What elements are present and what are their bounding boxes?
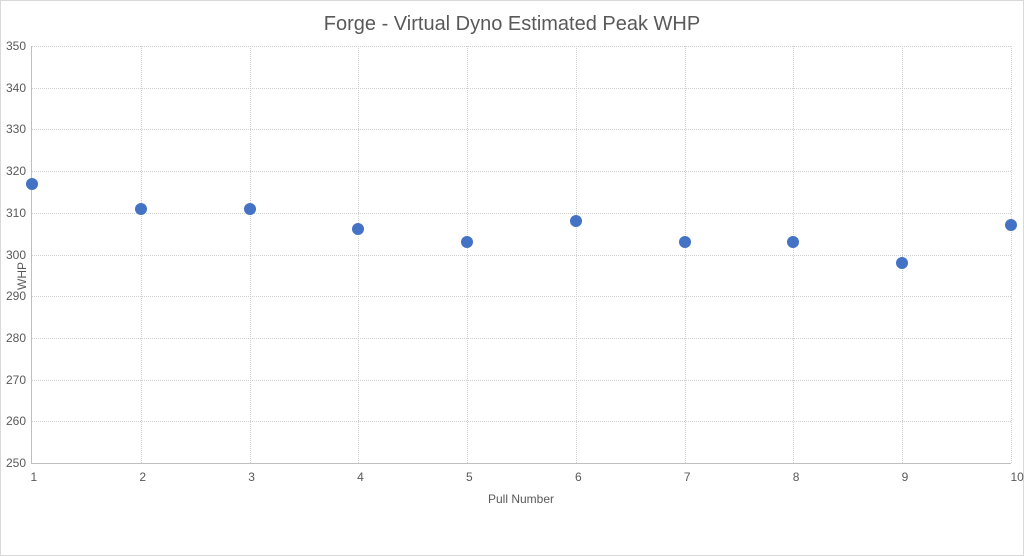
gridline-h bbox=[32, 46, 1011, 47]
y-tick-label: 350 bbox=[6, 39, 32, 53]
plot-area: 250260270280290300310320330340350 bbox=[31, 46, 1011, 464]
x-tick-label: 8 bbox=[793, 470, 794, 484]
data-point bbox=[787, 236, 799, 248]
plot-wrap: 250260270280290300310320330340350 bbox=[31, 46, 1011, 464]
gridline-v bbox=[1011, 46, 1012, 463]
x-tick-label: 2 bbox=[139, 470, 140, 484]
x-tick-label: 5 bbox=[466, 470, 467, 484]
gridline-v bbox=[685, 46, 686, 463]
data-point bbox=[244, 203, 256, 215]
gridline-v bbox=[902, 46, 903, 463]
gridline-v bbox=[793, 46, 794, 463]
y-axis-label: WHP bbox=[13, 262, 31, 290]
gridline-h bbox=[32, 129, 1011, 130]
chart-title: Forge - Virtual Dyno Estimated Peak WHP bbox=[13, 13, 1011, 36]
data-point bbox=[896, 257, 908, 269]
y-tick-label: 260 bbox=[6, 414, 32, 428]
x-tick-label: 4 bbox=[357, 470, 358, 484]
y-tick-label: 250 bbox=[6, 456, 32, 470]
y-tick-label: 310 bbox=[6, 206, 32, 220]
axis-area: 250260270280290300310320330340350 1 2 3 4 5 6… bbox=[31, 46, 1011, 506]
gridline-h bbox=[32, 213, 1011, 214]
gridline-h bbox=[32, 421, 1011, 422]
x-tick-label: 3 bbox=[248, 470, 249, 484]
data-point bbox=[26, 178, 38, 190]
gridline-v bbox=[467, 46, 468, 463]
gridline-v bbox=[576, 46, 577, 463]
data-point bbox=[352, 223, 364, 235]
x-tick-label: 9 bbox=[902, 470, 903, 484]
gridline-v bbox=[141, 46, 142, 463]
data-point bbox=[1005, 219, 1017, 231]
gridline-h bbox=[32, 255, 1011, 256]
data-point bbox=[570, 215, 582, 227]
x-tick-label: 1 bbox=[31, 470, 32, 484]
x-tick-label: 10 bbox=[1011, 470, 1012, 484]
chart-body: WHP 250260270280290300310320330340350 12… bbox=[13, 46, 1011, 506]
y-tick-label: 300 bbox=[6, 248, 32, 262]
gridline-h bbox=[32, 380, 1011, 381]
chart-frame: Forge - Virtual Dyno Estimated Peak WHP … bbox=[0, 0, 1024, 556]
y-tick-label: 330 bbox=[6, 122, 32, 136]
gridline-h bbox=[32, 171, 1011, 172]
x-tick-label: 6 bbox=[575, 470, 576, 484]
gridline-v bbox=[358, 46, 359, 463]
gridline-v bbox=[250, 46, 251, 463]
gridline-h bbox=[32, 338, 1011, 339]
y-tick-label: 320 bbox=[6, 164, 32, 178]
x-axis-ticks: 1 2 3 4 5 6 7 8 9 10 bbox=[31, 464, 1011, 486]
data-point bbox=[135, 203, 147, 215]
data-point bbox=[679, 236, 691, 248]
y-tick-label: 280 bbox=[6, 331, 32, 345]
gridline-h bbox=[32, 296, 1011, 297]
y-tick-label: 270 bbox=[6, 373, 32, 387]
x-tick-label: 7 bbox=[684, 470, 685, 484]
data-point bbox=[461, 236, 473, 248]
gridline-h bbox=[32, 88, 1011, 89]
y-tick-label: 290 bbox=[6, 289, 32, 303]
y-tick-label: 340 bbox=[6, 81, 32, 95]
x-axis-label: Pull Number bbox=[31, 492, 1011, 506]
